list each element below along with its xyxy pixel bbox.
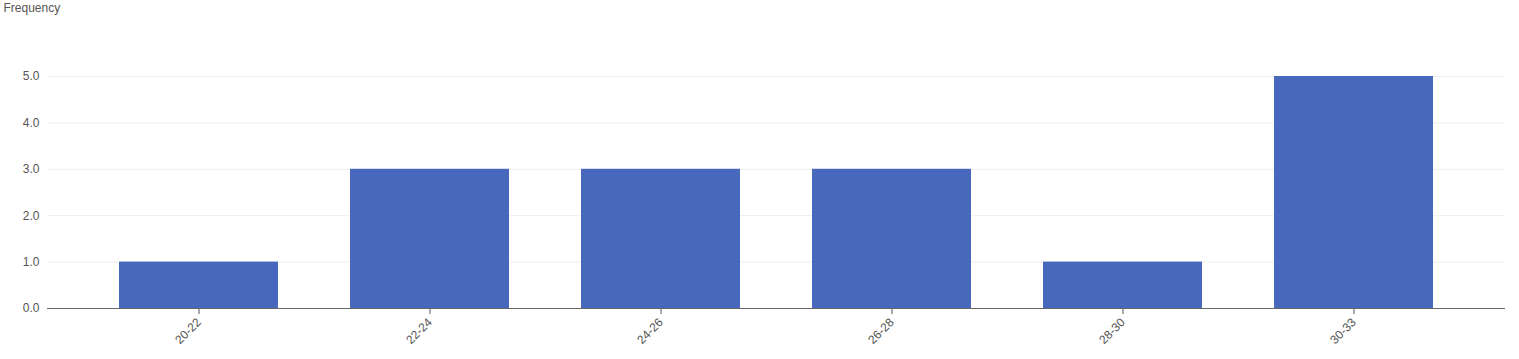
svg-text:22-24: 22-24 xyxy=(403,315,435,347)
svg-text:3.0: 3.0 xyxy=(23,162,40,176)
svg-text:20-22: 20-22 xyxy=(172,315,204,347)
svg-text:24-26: 24-26 xyxy=(634,315,666,347)
svg-text:5.0: 5.0 xyxy=(23,69,40,83)
svg-text:30-33: 30-33 xyxy=(1327,315,1359,347)
svg-text:0.0: 0.0 xyxy=(23,301,40,315)
svg-text:28-30: 28-30 xyxy=(1096,315,1128,347)
svg-text:26-28: 26-28 xyxy=(865,315,897,347)
svg-text:Frequency: Frequency xyxy=(4,1,61,15)
svg-text:1.0: 1.0 xyxy=(23,255,40,269)
svg-text:2.0: 2.0 xyxy=(23,209,40,223)
svg-text:4.0: 4.0 xyxy=(23,116,40,130)
